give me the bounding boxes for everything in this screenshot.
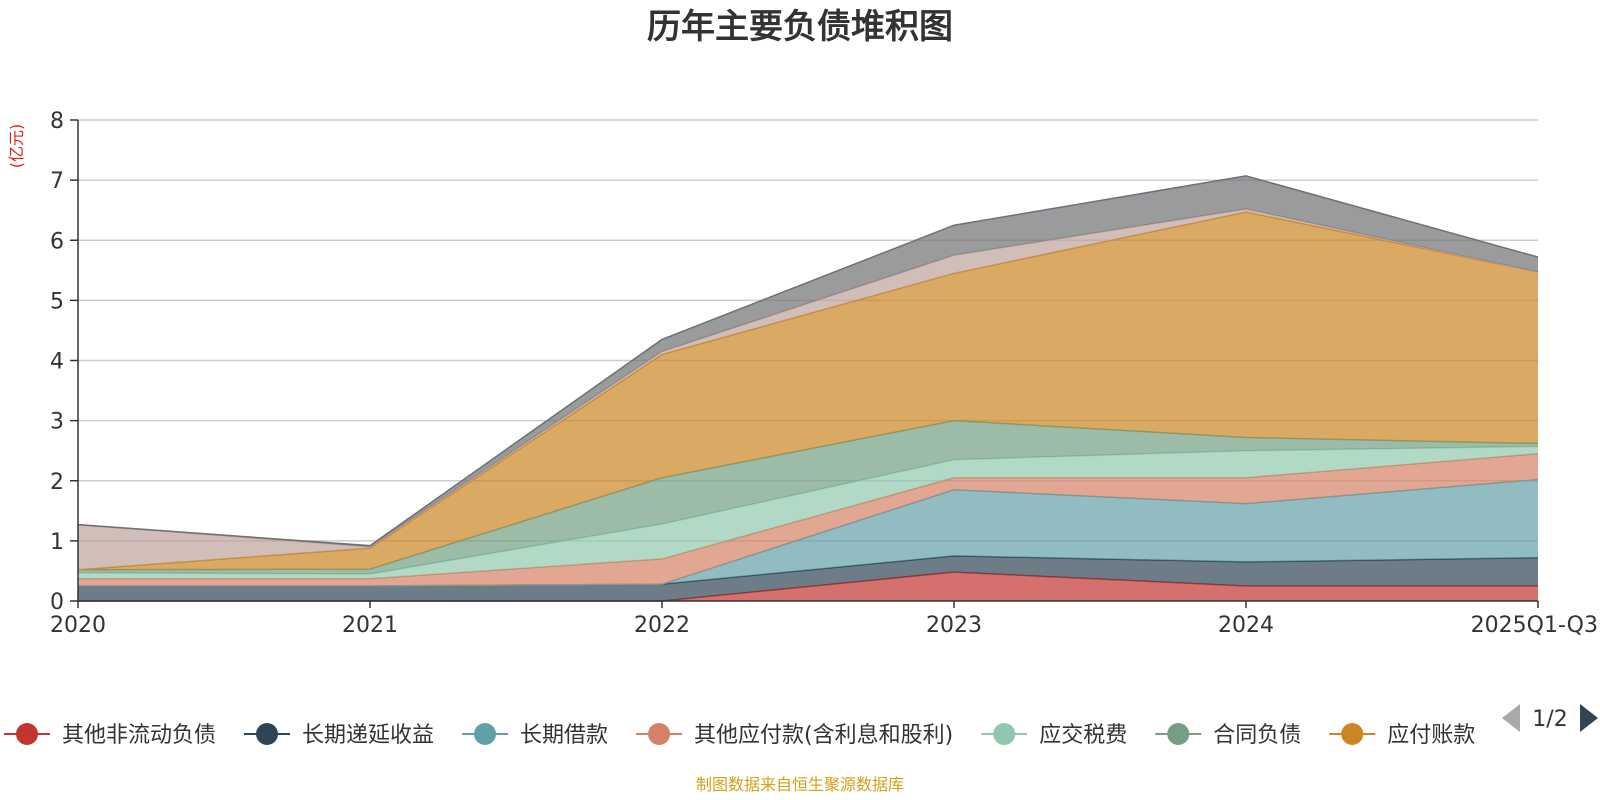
legend-item-3[interactable]: 其他应付款(含利息和股利) [636, 723, 953, 748]
legend-label: 应交税费 [1039, 723, 1127, 748]
y-tick-label: 6 [50, 229, 64, 254]
legend-item-6[interactable]: 应付账款 [1329, 723, 1475, 748]
series-line-8 [77, 175, 1539, 547]
series-line-2 [78, 478, 1539, 587]
x-tick-label: 2024 [1218, 613, 1274, 638]
legend-dot-icon [1167, 723, 1190, 745]
legend-pager: 1/2 [1502, 704, 1598, 732]
legend-item-2[interactable]: 长期借款 [462, 723, 608, 748]
area-series-2 [78, 479, 1538, 586]
y-tick-label: 2 [50, 470, 64, 495]
legend-label: 其他应付款(含利息和股利) [694, 723, 953, 748]
area-series-6 [78, 211, 1538, 570]
y-tick-label: 8 [50, 109, 64, 134]
legend-dot-icon [16, 723, 38, 745]
legend-item-1[interactable]: 长期递延收益 [244, 723, 434, 748]
legend-dot-icon [1341, 723, 1364, 745]
legend-dot-icon [648, 723, 671, 745]
legend: 其他非流动负债 长期递延收益 长期借款 其他应付款(含利息和股利) 应交税费 合同负债 应付… [4, 723, 1475, 748]
y-tick-label: 1 [50, 530, 64, 555]
legend-item-5[interactable]: 合同负债 [1155, 723, 1301, 748]
series-line-5 [77, 419, 1539, 571]
legend-label: 长期借款 [520, 723, 608, 748]
x-tick-label: 2022 [634, 613, 690, 638]
legend-item-0[interactable]: 其他非流动负债 [4, 723, 216, 748]
y-axis-unit-label: (亿元) [7, 124, 26, 169]
y-tick-label: 0 [50, 590, 64, 615]
legend-dot-icon [993, 723, 1016, 745]
y-tick-label: 5 [50, 289, 64, 314]
legend-item-4[interactable]: 应交税费 [981, 723, 1127, 748]
y-tick-label: 3 [50, 410, 64, 435]
area-series-4 [78, 446, 1538, 579]
legend-next-icon[interactable] [1580, 704, 1598, 732]
area-series-5 [78, 420, 1538, 574]
legend-label: 合同负债 [1213, 723, 1301, 748]
axes: 0 1 2 3 4 5 6 7 8 2020 2021 2022 2023 2024 2025Q1-Q3 [50, 109, 1598, 638]
legend-prev-icon[interactable] [1502, 704, 1520, 732]
data-source-note: 制图数据来自恒生聚源数据库 [696, 775, 904, 794]
legend-label: 应付账款 [1387, 723, 1475, 748]
y-tick-label: 4 [50, 350, 64, 375]
chart-title: 历年主要负债堆积图 [647, 7, 953, 47]
x-tick-label: 2021 [342, 613, 398, 638]
legend-dot-icon [474, 723, 497, 745]
area-series [77, 175, 1539, 602]
legend-page-indicator: 1/2 [1532, 707, 1567, 732]
x-tick-label: 2025Q1-Q3 [1471, 613, 1598, 638]
legend-label: 其他非流动负债 [62, 723, 216, 748]
legend-label: 长期递延收益 [302, 723, 434, 748]
area-series-3 [78, 453, 1538, 586]
area-series-1 [78, 555, 1538, 601]
legend-dot-icon [256, 723, 279, 745]
x-tick-label: 2020 [50, 613, 106, 638]
x-tick-label: 2023 [926, 613, 982, 638]
y-tick-label: 7 [50, 169, 64, 194]
